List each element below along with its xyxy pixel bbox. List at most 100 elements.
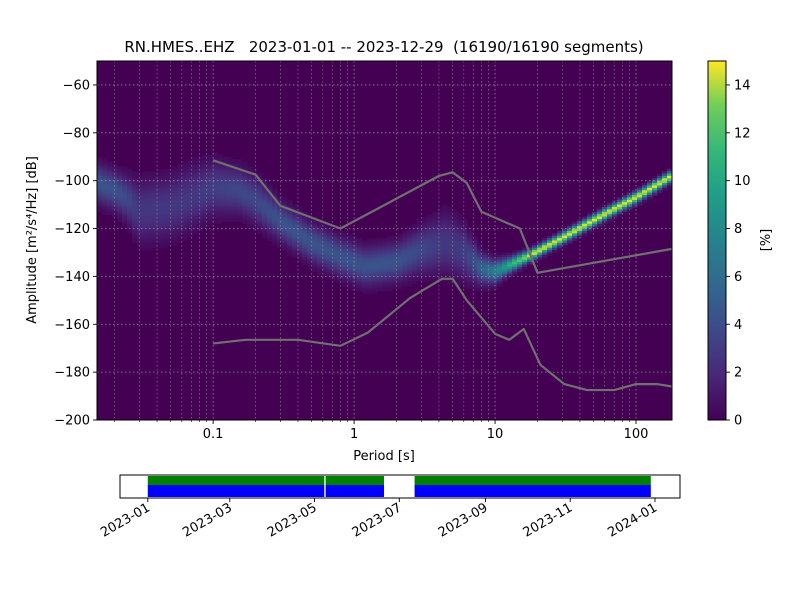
heatmap-cell: [252, 180, 258, 184]
heatmap-cell: [432, 226, 438, 230]
heatmap-cell: [442, 204, 448, 208]
heatmap-cell: [152, 195, 158, 199]
heatmap-cell: [332, 254, 338, 258]
heatmap-cell: [352, 262, 358, 266]
heatmap-cell: [277, 221, 283, 225]
heatmap-cell: [572, 230, 578, 234]
heatmap-cell: [252, 218, 258, 222]
heatmap-cell: [632, 199, 638, 203]
psd-used-bar: [325, 476, 385, 485]
heatmap-cell: [342, 259, 348, 263]
heatmap-cell: [207, 187, 213, 191]
data-available-bar: [147, 485, 325, 497]
heatmap-cell: [227, 218, 233, 222]
heatmap-cell: [137, 240, 143, 244]
heatmap-cell: [152, 187, 158, 191]
heatmap-cell: [407, 262, 413, 266]
heatmap-cell: [182, 185, 188, 189]
heatmap-cell: [447, 218, 453, 222]
heatmap-cell: [422, 274, 428, 277]
heatmap-cell: [272, 192, 278, 196]
heatmap-cell: [277, 216, 283, 220]
y-tick-label: −80: [63, 126, 90, 141]
y-axis: −200−180−160−140−120−100−80−60: [54, 78, 97, 429]
heatmap-cell: [377, 257, 383, 261]
heatmap-cell: [152, 228, 158, 232]
heatmap-cell: [187, 216, 193, 220]
heatmap-cell: [217, 154, 223, 158]
heatmap-cell: [432, 257, 438, 261]
heatmap-cell: [252, 221, 258, 225]
heatmap-cell: [242, 214, 248, 218]
heatmap-cell: [107, 168, 113, 172]
heatmap-cell: [457, 271, 463, 275]
heatmap-cell: [522, 250, 528, 254]
heatmap-cell: [532, 259, 538, 263]
heatmap-cell: [352, 285, 358, 289]
heatmap-cell: [322, 245, 328, 249]
heatmap-cell: [422, 240, 428, 244]
heatmap-cell: [437, 238, 443, 242]
heatmap-cell: [242, 166, 248, 170]
heatmap-cell: [422, 269, 428, 273]
heatmap-cell: [187, 204, 193, 208]
heatmap-cell: [207, 154, 213, 158]
heatmap-cell: [377, 283, 383, 287]
heatmap-cell: [377, 259, 383, 263]
heatmap-cell: [162, 228, 168, 232]
heatmap-cell: [197, 183, 203, 187]
heatmap-cell: [127, 178, 133, 182]
heatmap-cell: [417, 226, 423, 230]
heatmap-cell: [147, 211, 153, 215]
heatmap-cell: [352, 257, 358, 261]
heatmap-cell: [162, 233, 168, 237]
heatmap-cell: [627, 202, 633, 206]
heatmap-cell: [212, 163, 218, 167]
heatmap-cell: [127, 175, 133, 179]
heatmap-cell: [357, 252, 363, 256]
heatmap-cell: [432, 278, 438, 282]
heatmap-cell: [397, 269, 403, 273]
heatmap-cell: [137, 206, 143, 210]
heatmap-cell: [197, 163, 203, 167]
heatmap-cell: [197, 159, 203, 163]
heatmap-cell: [212, 180, 218, 184]
heatmap-cell: [202, 161, 208, 165]
heatmap-cell: [312, 240, 318, 244]
heatmap-cell: [487, 266, 493, 270]
heatmap-cell: [482, 271, 488, 275]
colorbar-gradient: [707, 60, 727, 421]
heatmap-cell: [182, 216, 188, 220]
heatmap-cell: [422, 230, 428, 234]
heatmap-cell: [192, 216, 198, 220]
heatmap-cell: [337, 238, 343, 242]
heatmap-cell: [647, 192, 653, 196]
heatmap-cell: [147, 214, 153, 218]
heatmap-cell: [587, 214, 593, 218]
heatmap-cell: [622, 209, 628, 213]
heatmap-cell: [452, 266, 458, 270]
heatmap-cell: [217, 163, 223, 167]
heatmap-cell: [297, 235, 303, 239]
heatmap-cell: [232, 161, 238, 165]
heatmap-cell: [507, 266, 513, 270]
heatmap-cell: [182, 226, 188, 230]
heatmap-cell: [147, 197, 153, 201]
heatmap-cell: [272, 240, 278, 244]
heatmap-cell: [452, 276, 458, 280]
heatmap-cell: [222, 211, 228, 215]
heatmap-cell: [487, 288, 493, 292]
heatmap-cell: [412, 252, 418, 256]
heatmap-cell: [287, 245, 293, 249]
heatmap-cell: [262, 204, 268, 208]
heatmap-cell: [147, 238, 153, 242]
heatmap-cell: [152, 218, 158, 222]
heatmap-cell: [147, 226, 153, 230]
heatmap-cell: [182, 175, 188, 179]
heatmap-cell: [182, 197, 188, 201]
heatmap-cell: [142, 245, 148, 249]
heatmap-cell: [587, 218, 593, 222]
heatmap-cell: [412, 276, 418, 280]
heatmap-cell: [292, 240, 298, 244]
heatmap-cell: [372, 254, 378, 258]
